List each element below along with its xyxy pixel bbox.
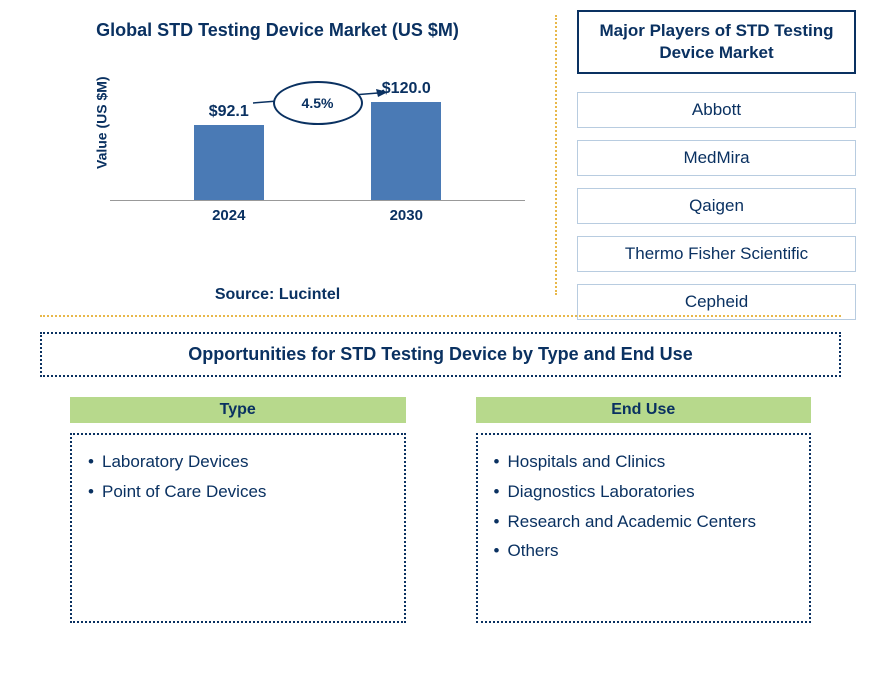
bottom-section: Opportunities for STD Testing Device by … [0,317,881,643]
chart-title: Global STD Testing Device Market (US $M) [30,20,525,41]
player-item: MedMira [577,140,856,176]
category-header: Type [70,397,406,423]
player-item: Qaigen [577,188,856,224]
opportunities-title: Opportunities for STD Testing Device by … [40,332,841,377]
bar-group-0: $92.1 [179,103,279,200]
x-label: 2030 [356,207,456,224]
bar-value-label: $120.0 [382,80,431,98]
bar-group-1: $120.0 [356,80,456,200]
category-items-box: Laboratory Devices Point of Care Devices [70,433,406,623]
y-axis-label: Value (US $M) [93,76,109,169]
growth-rate-oval: 4.5% [273,81,363,125]
category-items-box: Hospitals and Clinics Diagnostics Labora… [476,433,812,623]
source-label: Source: Lucintel [30,286,525,304]
category-item: Others [494,536,794,566]
x-label: 2024 [179,207,279,224]
category-item: Laboratory Devices [88,447,388,477]
category-item: Point of Care Devices [88,477,388,507]
bar-value-label: $92.1 [209,103,249,121]
player-item: Cepheid [577,284,856,320]
bars-container: 4.5% $92.1 $120.0 [110,71,525,201]
player-item: Thermo Fisher Scientific [577,236,856,272]
category-item: Research and Academic Centers [494,507,794,537]
categories-row: Type Laboratory Devices Point of Care De… [40,397,841,623]
category-item: Hospitals and Clinics [494,447,794,477]
category-item: Diagnostics Laboratories [494,477,794,507]
category-header: End Use [476,397,812,423]
chart-panel: Global STD Testing Device Market (US $M)… [0,0,555,315]
chart-area: Value (US $M) 4.5% $92.1 $120.0 2024 [110,71,525,251]
category-end-use: End Use Hospitals and Clinics Diagnostic… [476,397,812,623]
players-panel: Major Players of STD Testing Device Mark… [557,0,881,315]
category-type: Type Laboratory Devices Point of Care De… [70,397,406,623]
players-title: Major Players of STD Testing Device Mark… [577,10,856,74]
x-axis-labels: 2024 2030 [110,201,525,224]
top-section: Global STD Testing Device Market (US $M)… [0,0,881,315]
player-item: Abbott [577,92,856,128]
bar [371,102,441,200]
bar [194,125,264,200]
